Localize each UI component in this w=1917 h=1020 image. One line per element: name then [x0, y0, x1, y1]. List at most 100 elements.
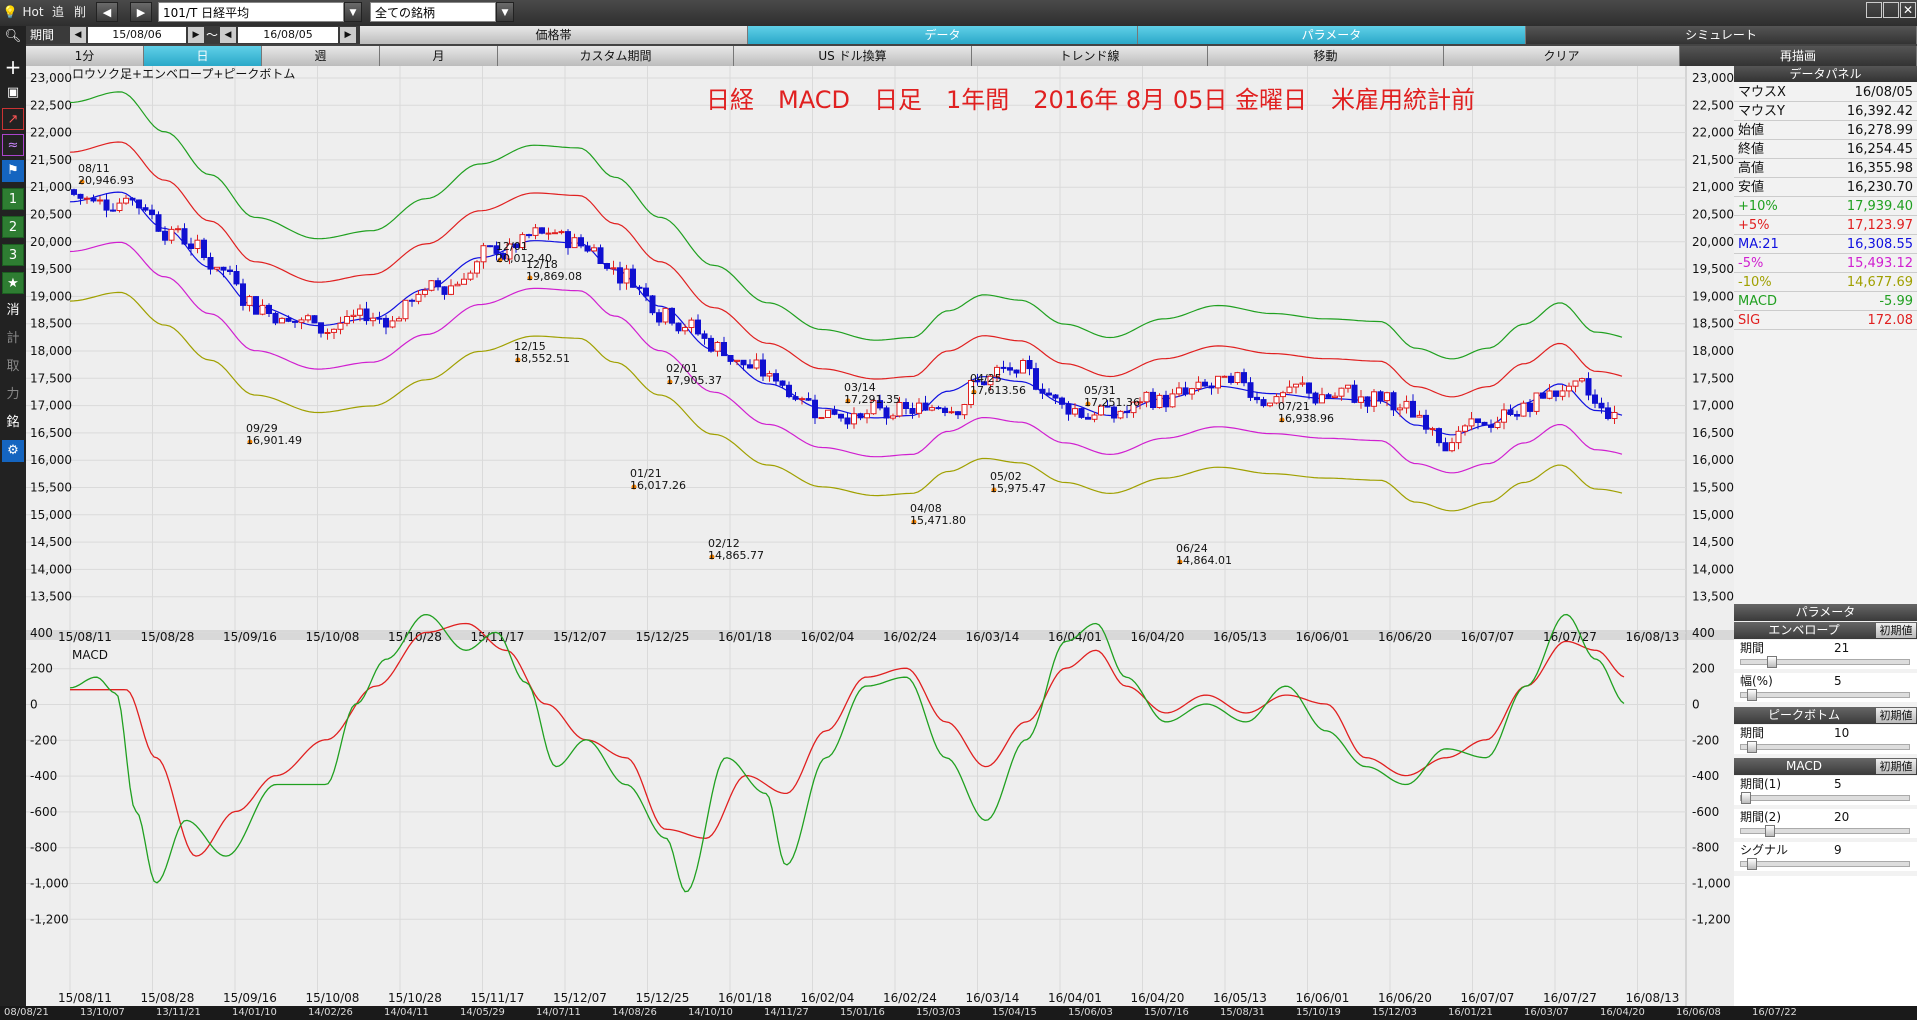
- slider-thumb[interactable]: [1747, 741, 1757, 753]
- overview-date-label: 15/06/03: [1068, 1007, 1113, 1018]
- gear-icon[interactable]: ⚙: [2, 440, 24, 462]
- pane-divider[interactable]: [26, 630, 1734, 640]
- env-period-slider[interactable]: [1740, 656, 1910, 668]
- candle-up: [799, 398, 805, 401]
- delete-button[interactable]: 削: [73, 5, 86, 19]
- chart-line-icon[interactable]: ↗: [2, 108, 24, 130]
- trendline-button[interactable]: トレンド線: [972, 46, 1208, 66]
- prev-icon[interactable]: ◀: [220, 27, 236, 43]
- env-period-value[interactable]: 21: [1834, 641, 1850, 655]
- close-icon[interactable]: ✕: [1900, 2, 1916, 18]
- to-date-input[interactable]: 16/08/05: [238, 27, 338, 43]
- tab-simulate[interactable]: シミュレート: [1526, 26, 1917, 44]
- macd-period1-slider[interactable]: [1740, 792, 1910, 804]
- overview-strip[interactable]: 08/08/21 13/10/07 13/11/21 14/01/10 14/02/26…: [0, 1006, 1917, 1020]
- candle-up: [1091, 414, 1098, 420]
- signal-slider[interactable]: [1740, 858, 1910, 870]
- chevron-down-icon[interactable]: ▼: [344, 2, 362, 22]
- stock-button[interactable]: 銘: [6, 415, 20, 430]
- bulb-icon[interactable]: 💡: [2, 5, 18, 19]
- tf-1min-button[interactable]: 1分: [26, 46, 144, 66]
- overview-date-label: 15/10/19: [1296, 1007, 1341, 1018]
- macd-period2-slider[interactable]: [1740, 825, 1910, 837]
- tab-price-band[interactable]: 価格帯: [360, 26, 748, 44]
- slider-thumb[interactable]: [1747, 858, 1757, 870]
- candle-down: [1182, 387, 1189, 395]
- pb-period-value[interactable]: 10: [1834, 726, 1850, 740]
- next-icon[interactable]: ▶: [340, 27, 356, 43]
- prev-icon[interactable]: ◀: [96, 2, 118, 22]
- clear-button[interactable]: クリア: [1444, 46, 1680, 66]
- candle-down: [955, 411, 961, 416]
- macd-period2-value[interactable]: 20: [1834, 810, 1850, 824]
- candle-down: [1325, 394, 1332, 398]
- candle-down: [760, 359, 766, 377]
- macd-period1-value[interactable]: 5: [1834, 777, 1842, 791]
- macd-reset-button[interactable]: 初期値: [1876, 759, 1916, 774]
- usd-convert-button[interactable]: US ドル換算: [734, 46, 972, 66]
- slider-thumb[interactable]: [1767, 656, 1777, 668]
- maximize-icon[interactable]: [1883, 2, 1899, 18]
- custom-period-button[interactable]: カスタム期間: [498, 46, 734, 66]
- peak-bottom-marker: [1085, 401, 1091, 407]
- pb-period-slider[interactable]: [1740, 741, 1910, 753]
- env-width-row: 幅(%) 5: [1734, 673, 1917, 690]
- prev-icon[interactable]: ◀: [70, 27, 86, 43]
- take-button[interactable]: 取: [6, 359, 20, 374]
- price-tick-label-right: 20,000: [1692, 235, 1734, 249]
- minimize-icon[interactable]: [1866, 2, 1882, 18]
- tf-day-button[interactable]: 日: [144, 46, 262, 66]
- tf-week-button[interactable]: 週: [262, 46, 380, 66]
- macd-tick-label: -800: [30, 841, 57, 855]
- candle-up: [428, 280, 435, 291]
- from-date-input[interactable]: 15/08/06: [88, 27, 186, 43]
- overview-date-label: 14/07/11: [536, 1007, 581, 1018]
- candle-up: [571, 237, 578, 249]
- hot-button[interactable]: Hot: [22, 5, 44, 19]
- overview-date-label: 08/08/21: [4, 1007, 49, 1018]
- power-button[interactable]: 力: [6, 387, 20, 402]
- crosshair-icon[interactable]: +: [4, 55, 22, 79]
- data-row: -5% 15,493.12: [1734, 254, 1917, 273]
- redraw-button[interactable]: 再描画: [1680, 46, 1917, 66]
- layout-2-button[interactable]: 2: [2, 216, 24, 238]
- signal-line: [70, 622, 1625, 857]
- next-icon[interactable]: ▶: [188, 27, 204, 43]
- next-icon[interactable]: ▶: [130, 2, 152, 22]
- chevron-down-icon[interactable]: ▼: [496, 2, 514, 22]
- layout-1-button[interactable]: 1: [2, 188, 24, 210]
- period-label: 期間: [30, 28, 55, 42]
- stock-filter-select[interactable]: 全ての銘柄: [370, 2, 496, 22]
- tf-month-button[interactable]: 月: [380, 46, 498, 66]
- tab-parameter[interactable]: パラメータ: [1138, 26, 1526, 44]
- candle-up: [1416, 414, 1423, 418]
- layout-3-button[interactable]: 3: [2, 244, 24, 266]
- envelope-reset-button[interactable]: 初期値: [1876, 623, 1916, 638]
- env-width-slider[interactable]: [1740, 689, 1910, 701]
- chart-canvas[interactable]: 23,000 23,000 22,500 22,500 22,000 22,000 21,5…: [26, 66, 1734, 1006]
- slider-thumb[interactable]: [1747, 689, 1757, 701]
- erase-button[interactable]: 消: [6, 303, 20, 318]
- overview-date-label: 16/01/21: [1448, 1007, 1493, 1018]
- tab-data[interactable]: データ: [748, 26, 1138, 44]
- slider-thumb[interactable]: [1765, 825, 1775, 837]
- candle-up: [1137, 401, 1143, 404]
- camera-icon[interactable]: ▣: [6, 85, 20, 100]
- star-icon[interactable]: ★: [2, 272, 24, 294]
- move-button[interactable]: 移動: [1208, 46, 1444, 66]
- peakbottom-reset-button[interactable]: 初期値: [1876, 708, 1916, 723]
- price-tick-label-right: 23,000: [1692, 71, 1734, 85]
- signal-value[interactable]: 9: [1834, 843, 1842, 857]
- macd-tick-label-right: 400: [1692, 626, 1715, 640]
- macd-period2-row: 期間(2) 20: [1734, 809, 1917, 826]
- chart-multi-icon[interactable]: ≈: [2, 134, 24, 156]
- calc-button[interactable]: 計: [6, 331, 20, 346]
- data-row-value: 16,230.70: [1846, 180, 1913, 195]
- chart-area[interactable]: [26, 66, 1734, 1006]
- symbol-input[interactable]: 101/T 日経平均: [158, 2, 344, 22]
- search-icon[interactable]: 🔍︎: [4, 29, 22, 44]
- add-button[interactable]: 追: [51, 5, 64, 19]
- flag-icon[interactable]: ⚑: [2, 160, 24, 182]
- slider-thumb[interactable]: [1741, 792, 1751, 804]
- env-width-value[interactable]: 5: [1834, 674, 1842, 688]
